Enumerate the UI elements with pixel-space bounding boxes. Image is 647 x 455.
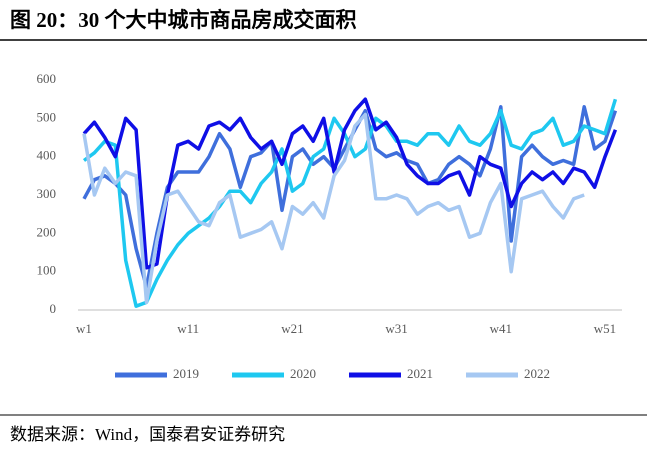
y-tick-label: 300 [37, 186, 57, 201]
x-tick-label: w21 [281, 321, 303, 336]
series-line [82, 112, 585, 305]
y-tick-label: 400 [37, 148, 57, 163]
y-tick-label: 100 [37, 263, 57, 278]
x-tick-label: w51 [594, 321, 616, 336]
legend-label: 2019 [173, 366, 199, 381]
legend-label: 2022 [524, 366, 550, 381]
legend-label: 2021 [407, 366, 433, 381]
x-tick-label: w11 [177, 321, 199, 336]
legend-label: 2020 [290, 366, 316, 381]
x-tick-label: w31 [385, 321, 407, 336]
x-tick-label: w41 [490, 321, 512, 336]
source-note: 数据来源：Wind，国泰君安证券研究 [10, 425, 285, 444]
y-tick-label: 500 [37, 109, 57, 124]
series-line [82, 97, 618, 270]
chart-title: 图 20：30 个大中城市商品房成交面积 [10, 8, 357, 32]
y-tick-label: 200 [37, 224, 57, 239]
x-tick-label: w1 [76, 321, 92, 336]
y-tick-label: 600 [37, 71, 57, 86]
y-tick-label: 0 [50, 301, 57, 316]
